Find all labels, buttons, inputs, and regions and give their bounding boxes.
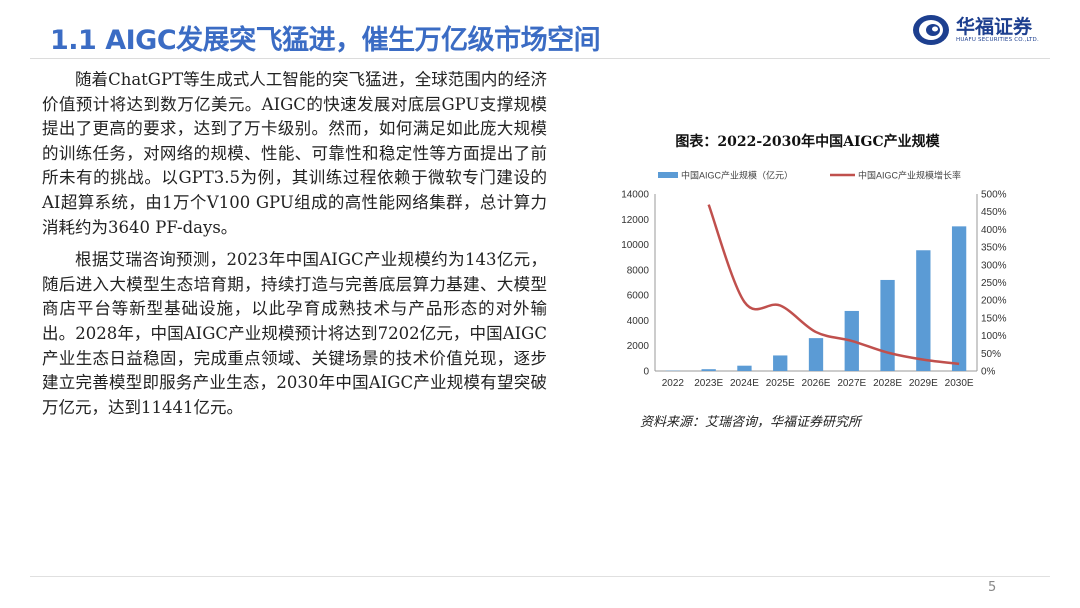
y-left-tick-label: 14000 — [621, 190, 649, 201]
body-text: 随着ChatGPT等生成式人工智能的突飞猛进，全球范围内的经济价值预计将达到数万… — [42, 68, 547, 428]
footer-divider — [30, 576, 1050, 577]
y-left-tick-label: 2000 — [627, 341, 650, 352]
paragraph-1: 随着ChatGPT等生成式人工智能的突飞猛进，全球范围内的经济价值预计将达到数万… — [42, 70, 547, 237]
x-tick-label: 2029E — [909, 378, 938, 389]
y-right-tick-label: 150% — [981, 313, 1007, 324]
y-left-tick-label: 4000 — [627, 316, 650, 327]
header-divider — [30, 58, 1050, 59]
chart-title: 图表：2022-2030年中国AIGC产业规模 — [675, 134, 940, 150]
x-tick-label: 2023E — [694, 378, 723, 389]
y-left-tick-label: 8000 — [627, 265, 650, 276]
x-tick-label: 2027E — [837, 378, 866, 389]
y-right-tick-label: 200% — [981, 296, 1007, 307]
x-tick-label: 2022 — [662, 378, 685, 389]
x-tick-label: 2026E — [802, 378, 831, 389]
legend-line-label: 中国AIGC产业规模增长率 — [858, 170, 961, 181]
chart-source: 资料来源：艾瑞咨询，华福证券研究所 — [640, 415, 862, 430]
y-left-tick-label: 10000 — [621, 240, 649, 251]
bar — [737, 365, 752, 371]
logo-text-en: HUAFU SECURITIES CO.,LTD. — [956, 37, 1039, 43]
paragraph-2: 根据艾瑞咨询预测，2023年中国AIGC产业规模约为143亿元，随后进入大模型生… — [42, 250, 547, 417]
company-logo: 华福证券 HUAFU SECURITIES CO.,LTD. — [912, 10, 1047, 50]
y-right-tick-label: 50% — [981, 349, 1001, 360]
y-left-tick-label: 0 — [643, 367, 649, 378]
y-right-tick-label: 500% — [981, 190, 1007, 201]
y-right-tick-label: 0% — [981, 367, 996, 378]
y-left-tick-label: 6000 — [627, 291, 650, 302]
x-tick-label: 2024E — [730, 378, 759, 389]
aigc-market-chart: 0 2000 4000 6000 8000 10000 12000 14000 0% 50% 100… — [621, 170, 1007, 390]
y-right-tick-label: 400% — [981, 225, 1007, 236]
page-title: 1.1 AIGC发展突飞猛进，催生万亿级市场空间 — [50, 25, 601, 56]
bar — [773, 355, 788, 371]
bar — [951, 226, 967, 371]
y-right-tick-label: 250% — [981, 278, 1007, 289]
y-right-tick-label: 100% — [981, 331, 1007, 342]
y-right-tick-label: 350% — [981, 243, 1007, 254]
legend-bar-swatch — [658, 172, 678, 178]
x-tick-label: 2030E — [945, 378, 974, 389]
y-left-tick-label: 12000 — [621, 215, 649, 226]
bar — [701, 369, 716, 371]
bar — [880, 279, 895, 371]
y-right-tick-label: 450% — [981, 207, 1007, 218]
y-right-tick-label: 300% — [981, 260, 1007, 271]
legend-bar-label: 中国AIGC产业规模（亿元） — [681, 170, 793, 181]
logo-emblem-icon — [913, 15, 949, 45]
logo-text-cn: 华福证券 — [956, 16, 1033, 38]
bar — [808, 338, 824, 371]
x-tick-label: 2028E — [873, 378, 902, 389]
bar — [916, 250, 931, 371]
x-tick-label: 2025E — [766, 378, 795, 389]
page-number: 5 — [988, 580, 997, 595]
